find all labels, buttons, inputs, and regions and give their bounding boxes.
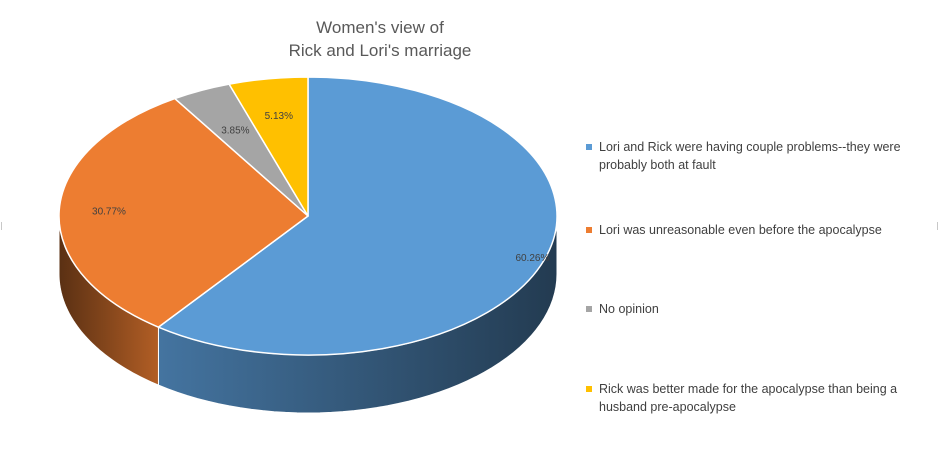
pie-data-labels: 60.26% 30.77% 3.85% 5.13% (92, 111, 549, 264)
chart-edge-handle-right (937, 222, 938, 230)
data-label-couple-problems: 60.26% (515, 253, 549, 264)
data-label-lori-unreasonable: 30.77% (92, 207, 126, 218)
pie-slice-rick-better (228, 76, 309, 217)
legend-label-lori-unreasonable: Lori was unreasonable even before the ap… (599, 223, 882, 237)
legend-label-no-opinion: No opinion (599, 302, 659, 316)
chart-title-line-1: Women's view of (316, 18, 444, 37)
legend-label-rick-better: Rick was better made for the apocalypse … (599, 382, 898, 414)
legend-item-couple-problems: Lori and Rick were having couple problem… (586, 138, 919, 174)
chart-title: Women's view of Rick and Lori's marriage (230, 16, 530, 62)
pie-slice-lori-unreasonable (58, 97, 309, 328)
legend-swatch-couple-problems (586, 144, 592, 150)
legend-item-rick-better: Rick was better made for the apocalypse … (586, 380, 919, 416)
data-label-no-opinion: 3.85% (221, 126, 249, 137)
pie-top-faces (58, 76, 558, 356)
pie-slice-couple-problems (157, 76, 558, 356)
chart-title-line-2: Rick and Lori's marriage (288, 41, 472, 60)
legend-swatch-no-opinion (586, 306, 592, 312)
legend-item-lori-unreasonable: Lori was unreasonable even before the ap… (586, 221, 919, 239)
legend-swatch-rick-better (586, 386, 592, 392)
legend-item-no-opinion: No opinion (586, 300, 919, 318)
legend-swatch-lori-unreasonable (586, 227, 592, 233)
chart-edge-handle-left (1, 222, 2, 230)
data-label-rick-better: 5.13% (265, 111, 293, 122)
legend-label-couple-problems: Lori and Rick were having couple problem… (599, 140, 901, 172)
